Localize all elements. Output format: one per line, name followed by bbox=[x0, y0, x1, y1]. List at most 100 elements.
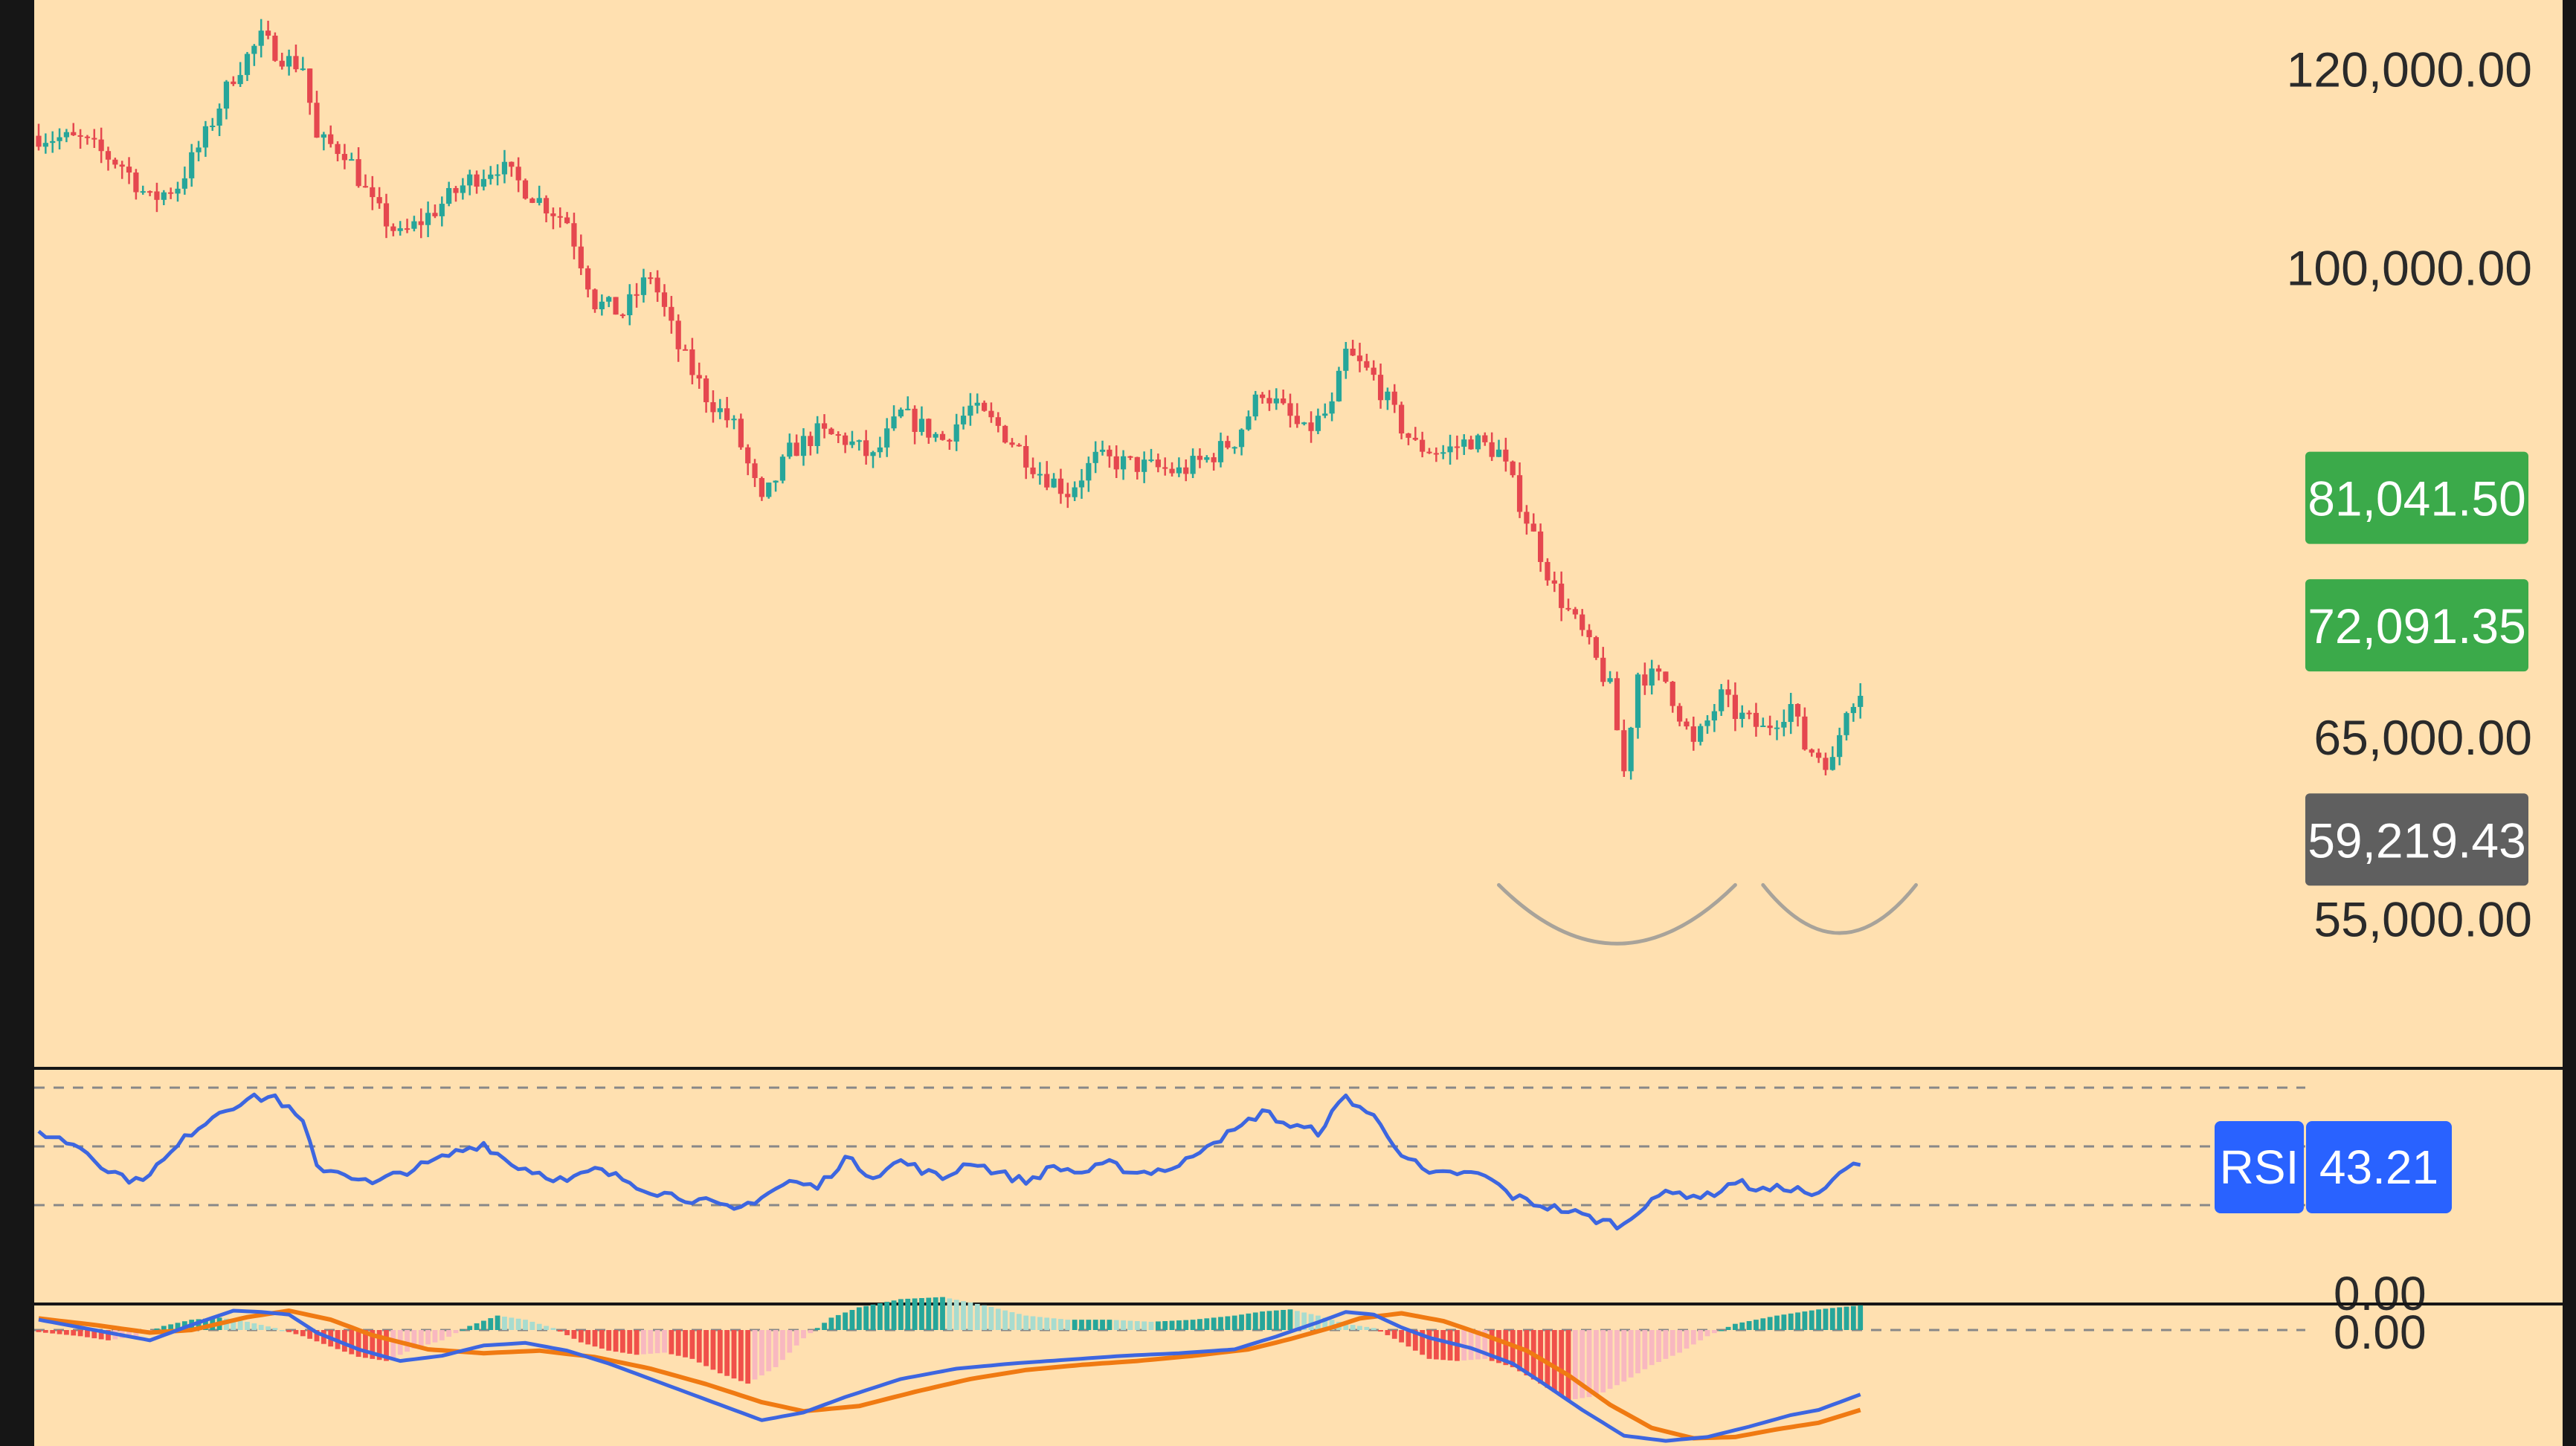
candle bbox=[669, 296, 674, 334]
macd-histogram-bar bbox=[648, 1330, 654, 1354]
candle-body bbox=[1099, 449, 1106, 452]
candle bbox=[1677, 703, 1683, 726]
candle bbox=[1371, 360, 1376, 381]
candle-body bbox=[835, 434, 841, 436]
candle bbox=[509, 161, 515, 177]
candle-body bbox=[1371, 367, 1376, 375]
candle-body bbox=[432, 213, 438, 216]
candle-body bbox=[1204, 457, 1210, 460]
candle bbox=[1065, 482, 1071, 509]
candle-body bbox=[585, 268, 591, 290]
macd-histogram-bar bbox=[1816, 1309, 1821, 1330]
candle-body bbox=[300, 68, 306, 71]
candle-body bbox=[1030, 467, 1036, 474]
candle-body bbox=[759, 478, 764, 497]
candle bbox=[967, 393, 973, 426]
candle bbox=[1447, 434, 1453, 465]
candle-body bbox=[251, 45, 257, 54]
candle-body bbox=[286, 56, 292, 67]
candle-body bbox=[1503, 449, 1509, 462]
candle bbox=[703, 375, 709, 413]
candle bbox=[1823, 752, 1829, 775]
candle bbox=[926, 418, 932, 444]
macd-histogram-bar bbox=[1844, 1306, 1849, 1330]
price-pane[interactable]: 120,000.00 100,000.00 65,000.00 55,000.00 8… bbox=[36, 19, 2532, 947]
macd-pane[interactable]: 0.00 bbox=[34, 1297, 2427, 1443]
macd-histogram-bar bbox=[1635, 1330, 1640, 1374]
candle bbox=[1781, 709, 1787, 737]
candle-body bbox=[1829, 757, 1835, 770]
candle-body bbox=[1121, 456, 1127, 470]
candle-body bbox=[460, 185, 466, 193]
candle bbox=[272, 32, 278, 62]
candle-body bbox=[738, 419, 744, 448]
macd-histogram-bar bbox=[843, 1312, 848, 1330]
candle bbox=[939, 430, 946, 441]
macd-histogram-bar bbox=[745, 1330, 751, 1384]
candle bbox=[1850, 703, 1856, 722]
macd-histogram-bar bbox=[50, 1330, 56, 1334]
rsi-pane[interactable]: RSI 43.21 0.00 bbox=[34, 1086, 2452, 1320]
macd-histogram-bar bbox=[1281, 1309, 1287, 1330]
macd-histogram-bar bbox=[1489, 1330, 1495, 1361]
macd-histogram-bar bbox=[1649, 1330, 1655, 1366]
candle bbox=[1545, 558, 1551, 586]
candle bbox=[738, 413, 744, 451]
macd-histogram-bar bbox=[453, 1330, 459, 1334]
candle bbox=[585, 265, 591, 297]
macd-histogram-bar bbox=[231, 1320, 236, 1330]
candle-body bbox=[571, 223, 577, 247]
macd-histogram-bar bbox=[91, 1330, 97, 1339]
candle bbox=[960, 406, 967, 430]
candle bbox=[1356, 343, 1363, 372]
candle-body bbox=[98, 139, 104, 152]
macd-histogram-bar bbox=[1329, 1320, 1335, 1330]
candle bbox=[1315, 408, 1321, 435]
candle bbox=[397, 221, 403, 236]
macd-histogram-bar bbox=[1711, 1330, 1717, 1334]
candle-body bbox=[202, 126, 208, 148]
candle-body bbox=[1447, 446, 1453, 453]
candle-body bbox=[1023, 445, 1029, 468]
macd-histogram-bar bbox=[759, 1330, 764, 1376]
macd-histogram-bar bbox=[1781, 1314, 1787, 1330]
candle-body bbox=[71, 132, 77, 135]
candle bbox=[1753, 703, 1759, 737]
candle-body bbox=[1489, 442, 1495, 457]
macd-histogram-bar bbox=[982, 1305, 987, 1330]
macd-histogram-bar bbox=[307, 1330, 313, 1339]
candle bbox=[300, 57, 306, 71]
candle bbox=[821, 414, 828, 439]
macd-histogram-bar bbox=[599, 1330, 605, 1349]
candle bbox=[675, 314, 681, 362]
macd-histogram-bar bbox=[1440, 1330, 1446, 1361]
candle bbox=[383, 193, 390, 239]
macd-histogram-bar bbox=[1197, 1319, 1202, 1330]
candle bbox=[1399, 401, 1405, 439]
candle-body bbox=[1628, 727, 1634, 772]
candle bbox=[1092, 441, 1098, 474]
macd-histogram-bar bbox=[683, 1330, 688, 1358]
candle bbox=[536, 185, 542, 206]
macd-histogram-bar bbox=[432, 1330, 438, 1343]
macd-histogram-bar bbox=[251, 1323, 257, 1330]
candle-body bbox=[335, 143, 341, 155]
candle bbox=[328, 125, 334, 148]
candle bbox=[654, 270, 660, 303]
candle bbox=[1405, 433, 1411, 445]
candle bbox=[1586, 624, 1592, 645]
candle bbox=[1057, 468, 1064, 504]
macd-histogram-bar bbox=[1092, 1320, 1098, 1330]
candle-body bbox=[682, 349, 689, 351]
macd-histogram-bar bbox=[42, 1330, 48, 1333]
candle-body bbox=[529, 198, 535, 203]
candle bbox=[126, 157, 132, 184]
candle-body bbox=[843, 435, 849, 445]
candle-body bbox=[1580, 614, 1585, 630]
macd-histogram-bar bbox=[1391, 1330, 1397, 1339]
candle bbox=[1698, 723, 1704, 746]
macd-histogram-bar bbox=[814, 1328, 820, 1330]
macd-histogram-bar bbox=[1357, 1326, 1362, 1330]
rsi-badge[interactable]: RSI 43.21 bbox=[2215, 1121, 2452, 1213]
candle bbox=[1377, 364, 1384, 409]
